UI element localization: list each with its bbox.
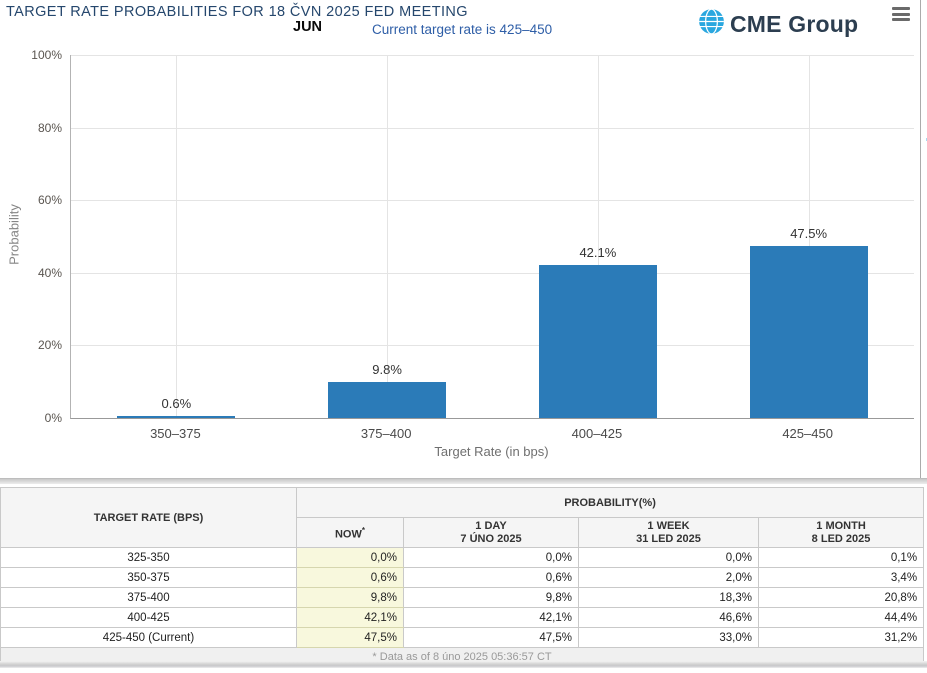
x-tick: 375–400 [360, 426, 412, 441]
table-row: 350-375 0,6% 0,6% 2,0% 3,4% [0, 567, 925, 588]
x-tick: 400–425 [571, 426, 623, 441]
day-value-cell: 42,1% [403, 607, 579, 628]
bar-425-450: 47.5% [749, 226, 868, 418]
week-value-cell: 2,0% [578, 567, 759, 588]
bottom-divider [0, 661, 927, 668]
col-group-header-probability: PROBABILITY(%) [295, 487, 925, 518]
y-tick: 100% [31, 48, 62, 62]
hamburger-menu-icon[interactable] [892, 7, 910, 21]
panel-divider [0, 478, 927, 484]
gridline [71, 272, 914, 274]
plot-area: Q [70, 55, 927, 419]
gridline [808, 55, 810, 418]
col-header-target-rate: TARGET RATE (BPS) [0, 487, 297, 548]
table-row: 425-450 (Current) 47,5% 47,5% 33,0% 31,2… [0, 627, 925, 648]
col-header-1month: 1 MONTH 8 LED 2025 [757, 517, 925, 548]
now-value-cell: 0,0% [296, 547, 404, 568]
gridline [71, 55, 914, 56]
col-header-1day: 1 DAY 7 ÚNO 2025 [403, 517, 579, 548]
gridline [71, 127, 914, 129]
bar-400-425: 42.1% [538, 245, 657, 418]
y-tick: 80% [37, 121, 62, 135]
now-value-cell: 0,6% [296, 567, 404, 588]
gridline [71, 200, 914, 202]
bar-350-375: 0.6% [117, 396, 236, 418]
bar-375-400: 9.8% [328, 362, 447, 418]
current-target-rate-subtitle: Current target rate is 425–450 [372, 22, 553, 37]
cme-group-logo[interactable]: CME Group [698, 8, 858, 40]
month-label: JUN [293, 19, 323, 35]
gridline [176, 55, 178, 418]
rate-range-cell: 375-400 [0, 587, 297, 608]
day-value-cell: 0,0% [403, 547, 579, 568]
now-asterisk: * [361, 525, 365, 535]
table-row: 375-400 9,8% 9,8% 18,3% 20,8% [0, 587, 925, 608]
rate-range-cell: 400-425 [0, 607, 297, 628]
day-value-cell: 0,6% [403, 567, 579, 588]
rate-range-cell: 425-450 (Current) [0, 627, 297, 648]
brand-name: CME Group [730, 10, 859, 37]
quikstrike-watermark: Q [916, 70, 927, 161]
month-value-cell: 20,8% [757, 587, 925, 608]
col-header-now: NOW* [296, 517, 404, 548]
now-value-cell: 42,1% [296, 607, 404, 628]
bar-value-label: 0.6% [161, 395, 192, 411]
rate-range-cell: 325-350 [0, 547, 297, 568]
table-row: 325-350 0,0% 0,0% 0,0% 0,1% [0, 547, 925, 568]
x-tick: 350–375 [150, 426, 201, 441]
now-value-cell: 47,5% [296, 627, 404, 648]
probability-bar-chart: Probability 100% 80% 60% 40% 20% 0% Q [0, 45, 927, 478]
x-axis-label: Target Rate (in bps) [434, 444, 549, 459]
week-value-cell: 18,3% [578, 587, 759, 608]
week-value-cell: 0,0% [578, 547, 759, 568]
day-value-cell: 47,5% [403, 627, 579, 648]
bar-value-label: 42.1% [579, 245, 617, 261]
gridline [597, 55, 599, 418]
globe-icon [698, 8, 725, 40]
probability-table: TARGET RATE (BPS) PROBABILITY(%) NOW* 1 … [0, 487, 925, 667]
y-tick: 0% [44, 411, 62, 425]
month-value-cell: 3,4% [757, 567, 925, 588]
col-header-1week: 1 WEEK 31 LED 2025 [578, 517, 759, 548]
month-value-cell: 0,1% [757, 547, 925, 568]
y-tick: 60% [37, 193, 62, 207]
week-value-cell: 46,6% [578, 607, 759, 628]
y-tick: 40% [37, 266, 62, 280]
month-value-cell: 44,4% [757, 607, 925, 628]
rate-range-cell: 350-375 [0, 567, 297, 588]
chart-panel: TARGET RATE PROBABILITIES FOR 18 ČVN 202… [0, 0, 927, 478]
y-tick: 20% [37, 338, 62, 352]
table-row: 400-425 42,1% 42,1% 46,6% 44,4% [0, 607, 925, 628]
gridline [71, 345, 914, 347]
day-value-cell: 9,8% [403, 587, 579, 608]
bar-value-label: 47.5% [790, 225, 828, 241]
now-value-cell: 9,8% [296, 587, 404, 608]
page-title: TARGET RATE PROBABILITIES FOR 18 ČVN 202… [6, 4, 468, 20]
week-value-cell: 33,0% [578, 627, 759, 648]
x-tick: 425–450 [782, 426, 833, 441]
bar-value-label: 9.8% [372, 362, 402, 378]
gridline [387, 55, 389, 418]
month-value-cell: 31,2% [757, 627, 925, 648]
